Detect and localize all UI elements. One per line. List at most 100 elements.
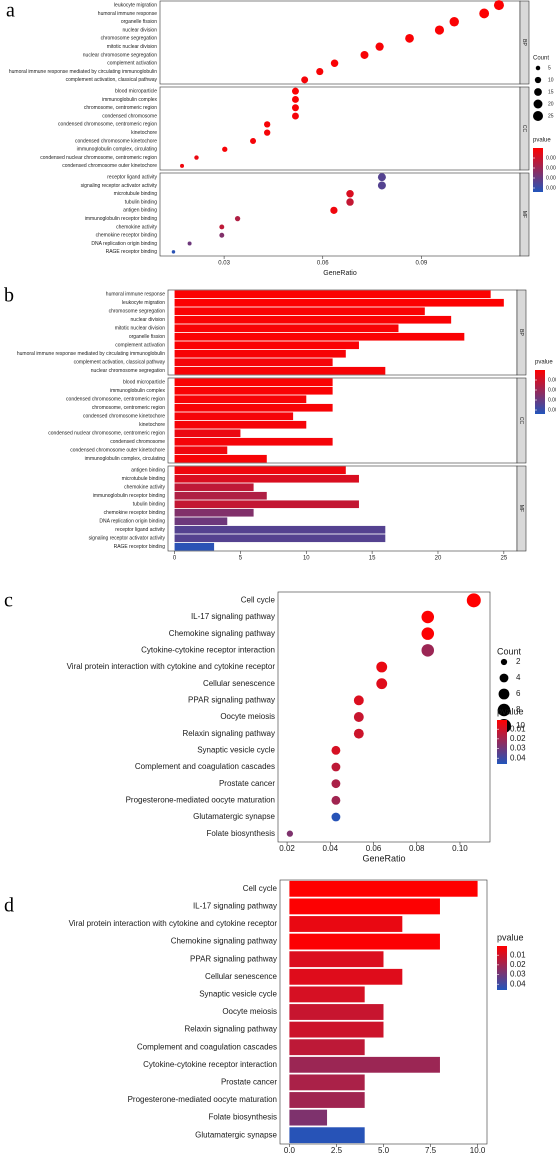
size-legend-dot	[499, 673, 509, 683]
bar	[174, 454, 267, 463]
category-label: Cellular senescence	[203, 679, 276, 688]
facet-strip	[519, 86, 530, 171]
bar	[289, 880, 478, 897]
category-label: tubulin binding	[125, 199, 157, 205]
bar	[174, 466, 346, 475]
category-label: nuclear division	[123, 27, 158, 33]
bar	[174, 525, 386, 534]
category-label: Viral protein interaction with cytokine …	[67, 662, 276, 671]
x-tick-label: 0.04	[323, 844, 339, 853]
bar	[174, 378, 333, 387]
color-bar-label: 0.04	[510, 979, 526, 988]
category-label: Folate biosynthesis	[207, 829, 275, 838]
dot	[375, 42, 384, 51]
category-label: Progesterone-mediated oocyte maturation	[126, 795, 275, 804]
category-label: mitotic nuclear division	[115, 326, 166, 332]
category-label: microtubule binding	[122, 476, 166, 482]
color-bar	[533, 148, 543, 192]
dot	[331, 795, 341, 805]
bar	[174, 446, 228, 455]
facet-strip	[519, 0, 530, 85]
facet-strip	[516, 377, 527, 464]
dot	[493, 0, 504, 11]
x-tick-label: 5.0	[378, 1146, 390, 1155]
category-label: receptor ligand activity	[115, 527, 165, 533]
size-legend-label: 15	[548, 89, 554, 95]
size-legend-label: 10	[548, 77, 554, 83]
panel-border	[159, 86, 521, 171]
bar	[289, 951, 384, 968]
category-label: chemokine receptor binding	[96, 233, 158, 239]
dot	[330, 206, 338, 214]
color-bar	[497, 720, 507, 764]
color-bar-label: 0.002	[548, 377, 556, 383]
dot	[194, 155, 199, 160]
category-label: chromosome segregation	[101, 36, 158, 42]
x-tick-label: 0.06	[317, 261, 329, 267]
dot	[264, 121, 271, 128]
color-bar-label: 0.03	[510, 970, 526, 979]
category-label: humoral immune response mediated by circ…	[17, 351, 165, 357]
category-label: Synaptic vesicle cycle	[197, 745, 275, 754]
category-label: humoral immune response	[106, 292, 165, 298]
category-label: Cell cycle	[241, 595, 276, 604]
category-label: condensed chromosome, centromeric region	[66, 397, 165, 403]
bar	[174, 483, 254, 492]
x-tick-label: 0.02	[279, 844, 295, 853]
dot	[234, 216, 241, 222]
color-bar-label: 0.004	[546, 165, 556, 171]
x-tick-label: 0.08	[409, 844, 425, 853]
bar	[289, 1021, 384, 1038]
x-tick-label: 7.5	[425, 1146, 437, 1155]
dot	[421, 610, 435, 624]
category-label: chemokine activity	[124, 485, 165, 491]
color-bar	[497, 946, 507, 990]
bar	[174, 508, 254, 517]
category-label: condensed nuclear chromosome, centromeri…	[40, 155, 157, 161]
bar	[174, 366, 386, 375]
category-label: leukocyte migration	[114, 2, 157, 8]
color-bar-label: 0.04	[510, 753, 526, 762]
size-legend-dot	[534, 88, 542, 96]
dot	[360, 50, 369, 59]
dot	[376, 661, 388, 673]
dot	[250, 137, 257, 144]
category-label: complement activation	[107, 61, 157, 67]
bar	[174, 534, 386, 543]
x-tick-label: 2.5	[331, 1146, 343, 1155]
category-label: blood microparticle	[115, 88, 157, 94]
bar	[289, 916, 403, 932]
bar	[174, 429, 241, 438]
bar	[174, 307, 425, 316]
category-label: tubulin binding	[133, 502, 165, 508]
category-label: condensed chromosome	[102, 113, 157, 119]
size-legend-dot	[535, 65, 541, 71]
bar	[174, 324, 399, 333]
panel-letter: c	[4, 590, 13, 612]
category-label: Folate biosynthesis	[209, 1113, 277, 1122]
category-label: signaling receptor activator activity	[81, 183, 158, 189]
category-label: Relaxin signaling pathway	[185, 1025, 278, 1034]
category-label: immunoglobulin complex, circulating	[85, 456, 166, 462]
category-label: humoral immune response	[98, 11, 157, 17]
category-label: immunoglobulin receptor binding	[93, 493, 165, 499]
color-bar-label: 0.02	[510, 960, 526, 969]
facet-strip	[516, 289, 527, 376]
dot	[219, 232, 225, 238]
size-legend-label: 6	[516, 689, 521, 698]
facet-strip	[516, 465, 527, 552]
bar	[174, 386, 333, 395]
category-label: Relaxin signaling pathway	[183, 729, 276, 738]
dot	[219, 224, 225, 230]
dot	[479, 8, 490, 19]
dot	[434, 25, 445, 35]
dot	[331, 745, 341, 755]
dot	[171, 250, 176, 254]
x-tick-label: 20	[435, 556, 442, 562]
category-label: Cell cycle	[243, 884, 278, 893]
facet-label: BP	[521, 39, 527, 46]
bar	[289, 1056, 440, 1073]
size-legend-label: 25	[548, 113, 554, 119]
category-label: DNA replication origin binding	[99, 519, 165, 525]
